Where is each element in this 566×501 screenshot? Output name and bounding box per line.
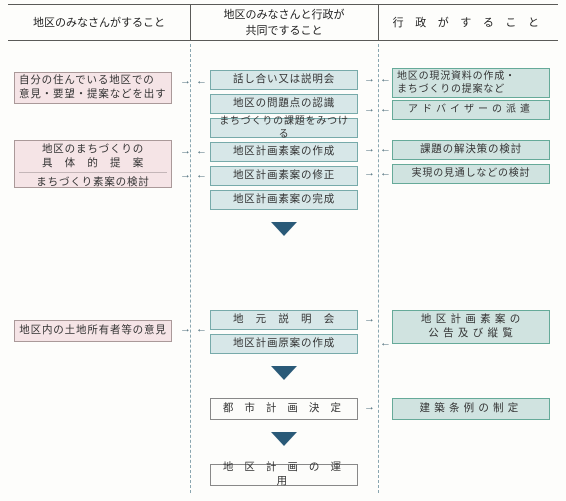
tri-2 [273,368,295,380]
center-s8: 地区計画原案の作成 [210,334,358,354]
center-s7: 地 元 説 明 会 [210,310,358,330]
tri-1 [273,224,295,236]
arr-r4-r: → [364,168,375,179]
arr-l2-l: ← [196,146,207,157]
arr-r5-l: ← [380,338,391,349]
header-rule-top [8,4,558,5]
left-box-3: 地区内の土地所有者等の意見 [14,320,172,342]
dash-right [378,44,379,493]
arr-r2-l: ← [380,104,391,115]
arr-r1-l: ← [380,74,391,85]
arr-l4-r: → [180,324,191,335]
arr-r6-r: → [364,402,375,413]
header-right: 行 政 が す る こ と [378,6,558,38]
arr-l4-l: ← [196,324,207,335]
header-rule-bot [8,40,558,41]
arr-r4-l: ← [380,168,391,179]
tri-3 [273,434,295,446]
center-s3: まちづくりの課題をみつける [210,118,358,138]
center-s5: 地区計画素案の修正 [210,166,358,186]
center-s9: 都 市 計 画 決 定 [210,398,358,420]
arr-l2-r: → [180,146,191,157]
center-s2: 地区の問題点の認識 [210,94,358,114]
right-r5: 地 区 計 画 素 案 の 公 告 及 び 縦 覧 [392,310,550,344]
arr-l1-r: → [180,76,191,87]
arr-r3-l: ← [380,144,391,155]
header-center: 地区のみなさんと行政が 共同ですること [190,6,378,38]
right-r6: 建築条例の制定 [392,398,550,420]
arr-r1-r: → [364,74,375,85]
left-box-2b: まちづくり素案の検討 [19,172,167,190]
center-s4: 地区計画素案の作成 [210,142,358,162]
center-s6: 地区計画素案の完成 [210,190,358,210]
right-r1: 地区の現況資料の作成・ まちづくりの提案など [392,68,550,98]
arr-r2-r: → [364,104,375,115]
center-s1: 話し合い又は説明会 [210,70,358,90]
arr-r3-r: → [364,144,375,155]
left-box-2: 地区のまちづくりの 具 体 的 提 案 まちづくり素案の検討 [14,140,172,188]
right-r4: 実現の見通しなどの検討 [392,164,550,184]
left-box-2a: 地区のまちづくりの 具 体 的 提 案 [19,143,167,171]
arr-l3-l: ← [196,170,207,181]
dash-left [190,44,191,493]
arr-r5-r: → [364,314,375,325]
header-left: 地区のみなさんがすること [8,6,190,38]
right-r2: アドバイザーの派遣 [392,100,550,120]
arr-l1-l: ← [196,76,207,87]
left-box-1: 自分の住んでいる地区での 意見・要望・提案などを出す [14,72,172,104]
center-s10: 地 区 計 画 の 運 用 [210,464,358,486]
right-r3: 課題の解決策の検討 [392,140,550,160]
arr-l3-r: → [180,170,191,181]
flowchart-canvas: 地区のみなさんがすること 地区のみなさんと行政が 共同ですること 行 政 が す… [0,0,566,501]
